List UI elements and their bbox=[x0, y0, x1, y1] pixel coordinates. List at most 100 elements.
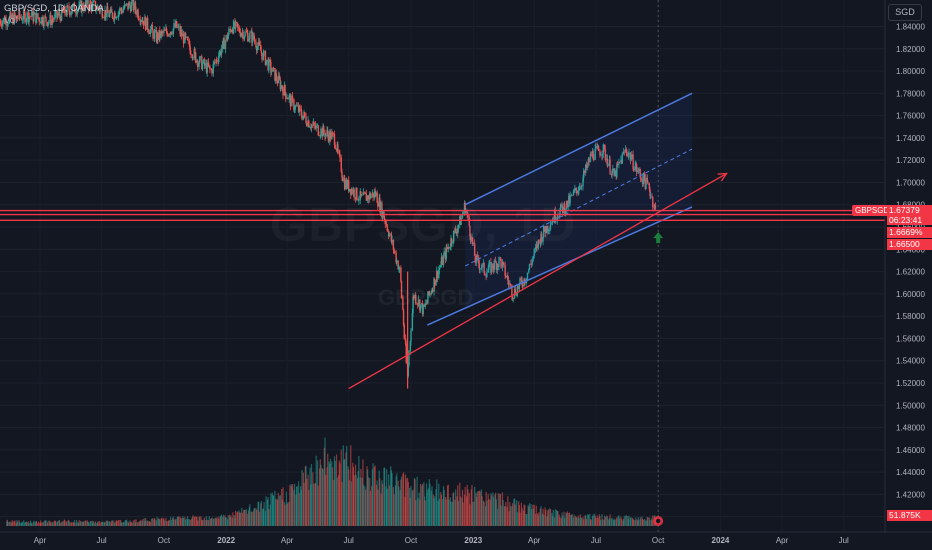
candle-body bbox=[394, 251, 396, 253]
volume-bar bbox=[350, 481, 353, 526]
volume-bar bbox=[399, 490, 401, 526]
candle-body bbox=[438, 267, 441, 270]
candle-body bbox=[537, 239, 540, 249]
volume-bar bbox=[627, 516, 629, 526]
price-tick-label: 1.74000 bbox=[896, 134, 925, 143]
candle-body bbox=[478, 263, 481, 270]
volume-bar bbox=[75, 522, 77, 526]
candle-body bbox=[503, 262, 505, 265]
volume-bar bbox=[84, 520, 86, 526]
candle-body bbox=[97, 6, 99, 10]
candle-body bbox=[427, 291, 429, 302]
candle-body bbox=[351, 189, 353, 194]
level-percent-tag: 1.6669% bbox=[887, 227, 932, 238]
volume-bar bbox=[376, 480, 378, 526]
volume-bar bbox=[623, 518, 625, 526]
candle-body bbox=[56, 15, 59, 18]
candle-body bbox=[649, 189, 651, 197]
currency-button[interactable]: SGD bbox=[888, 4, 922, 21]
candle-body bbox=[21, 19, 24, 21]
candle-body bbox=[333, 134, 336, 145]
candle-body bbox=[75, 12, 77, 14]
price-tick-label: 1.62000 bbox=[896, 268, 925, 277]
candle-body bbox=[163, 30, 165, 34]
volume-bar bbox=[290, 484, 292, 526]
volume-bar bbox=[130, 522, 132, 526]
volume-bar bbox=[282, 487, 284, 526]
candle-body bbox=[165, 28, 168, 33]
volume-bar bbox=[141, 520, 143, 526]
candle-body bbox=[211, 69, 213, 74]
volume-bar bbox=[111, 520, 113, 526]
candle-body bbox=[166, 32, 168, 37]
candle-body bbox=[92, 1, 95, 2]
candle-body bbox=[602, 144, 605, 154]
candle-body bbox=[580, 186, 583, 188]
candle-body bbox=[526, 272, 529, 280]
candle-body bbox=[102, 17, 104, 18]
candle-body bbox=[633, 168, 635, 171]
candle-body bbox=[213, 62, 216, 63]
symbol-title: GBP/SGD, 1D, OANDA bbox=[4, 3, 104, 14]
candle-body bbox=[590, 154, 592, 157]
channel-lower-line bbox=[426, 206, 693, 326]
volume-bar bbox=[224, 515, 226, 526]
volume-bar bbox=[633, 519, 635, 526]
volume-bar bbox=[366, 466, 368, 526]
volume-bar bbox=[568, 512, 571, 526]
candle-body bbox=[561, 203, 563, 207]
volume-bar bbox=[191, 518, 193, 526]
volume-bar bbox=[450, 501, 452, 526]
price-tick-label: 1.70000 bbox=[896, 178, 925, 187]
volume-bar bbox=[642, 519, 644, 526]
volume-bar bbox=[73, 520, 76, 526]
volume-bar bbox=[578, 517, 580, 526]
candle-body bbox=[469, 225, 471, 236]
candle-body bbox=[606, 158, 609, 167]
candle-body bbox=[364, 193, 367, 194]
volume-bar bbox=[432, 494, 434, 526]
volume-bar bbox=[535, 505, 537, 526]
volume-bar bbox=[446, 485, 449, 526]
volume-bar bbox=[90, 521, 92, 526]
volume-bar bbox=[606, 516, 608, 526]
volume-bar bbox=[147, 520, 149, 526]
candle-body bbox=[549, 224, 552, 230]
volume-bar bbox=[357, 471, 359, 526]
candle-body bbox=[386, 225, 389, 232]
candle-body bbox=[377, 202, 379, 207]
candle-body bbox=[507, 280, 510, 285]
volume-bar bbox=[8, 522, 11, 526]
volume-bar bbox=[352, 462, 354, 526]
candle-body bbox=[457, 228, 459, 234]
volume-bar bbox=[343, 459, 345, 526]
candle-body bbox=[152, 30, 154, 39]
volume-bar bbox=[101, 521, 103, 526]
volume-bar bbox=[456, 496, 458, 526]
volume-bar bbox=[622, 520, 624, 526]
candle-body bbox=[194, 52, 197, 63]
volume-bar bbox=[196, 516, 198, 526]
volume-bar bbox=[37, 521, 40, 526]
volume-bar bbox=[315, 455, 317, 526]
candle-body bbox=[188, 40, 191, 48]
candle-body bbox=[588, 158, 590, 162]
candle-body bbox=[142, 20, 145, 26]
candle-body bbox=[56, 10, 58, 18]
volume-bar bbox=[543, 514, 545, 526]
candle-body bbox=[389, 233, 391, 235]
volume-bar bbox=[444, 496, 447, 526]
volume-bar bbox=[222, 516, 224, 526]
volume-bar bbox=[35, 521, 37, 526]
candle-body bbox=[449, 247, 451, 249]
candle-body bbox=[12, 14, 14, 24]
candle-body bbox=[511, 296, 514, 299]
candle-body bbox=[544, 226, 546, 232]
volume-bar bbox=[637, 520, 639, 526]
volume-bar bbox=[371, 486, 373, 526]
volume-bar bbox=[602, 519, 604, 526]
candle-body bbox=[215, 59, 218, 62]
candle-body bbox=[28, 16, 30, 22]
volume-bar bbox=[438, 483, 440, 526]
